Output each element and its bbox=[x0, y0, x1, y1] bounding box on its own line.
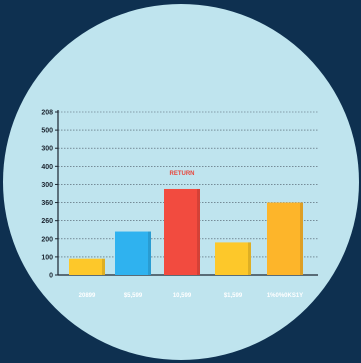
y-tick-label: 300 bbox=[41, 182, 53, 189]
bar bbox=[215, 242, 251, 275]
y-tick-label: 400 bbox=[41, 164, 53, 171]
bar-shade bbox=[197, 188, 200, 275]
x-category-label: 10,599 bbox=[173, 293, 192, 299]
y-tick-label: 500 bbox=[41, 128, 53, 135]
y-tick-label: 260 bbox=[41, 218, 53, 225]
bar-shade bbox=[148, 231, 151, 275]
y-axis-ticks: 0 100 200 260 360 300 400 300 500 208 bbox=[41, 110, 58, 280]
y-tick-label: 100 bbox=[41, 254, 53, 261]
bar bbox=[164, 188, 200, 275]
y-tick-label: 208 bbox=[41, 110, 53, 117]
x-category-label: 20899 bbox=[79, 293, 96, 299]
bars bbox=[69, 188, 303, 275]
bar bbox=[267, 202, 303, 275]
bar bbox=[69, 258, 105, 275]
y-tick-label: 200 bbox=[41, 236, 53, 243]
x-category-label: $5,599 bbox=[124, 293, 143, 299]
y-tick-label: 300 bbox=[41, 146, 53, 153]
bar-shade bbox=[102, 258, 105, 275]
x-category-label: $1,599 bbox=[224, 293, 243, 299]
bar bbox=[115, 231, 151, 275]
x-category-label: 1%0%0KS1Y bbox=[267, 293, 303, 299]
bar-shade bbox=[248, 242, 251, 275]
bar-shade bbox=[300, 202, 303, 275]
y-tick-label: 0 bbox=[49, 273, 53, 280]
bar-annotation: RETURN bbox=[170, 171, 195, 177]
x-axis-categories: 20899 $5,599 10,599 $1,599 1%0%0KS1Y bbox=[79, 293, 304, 299]
background-circle bbox=[3, 4, 359, 360]
y-tick-label: 360 bbox=[41, 200, 53, 207]
